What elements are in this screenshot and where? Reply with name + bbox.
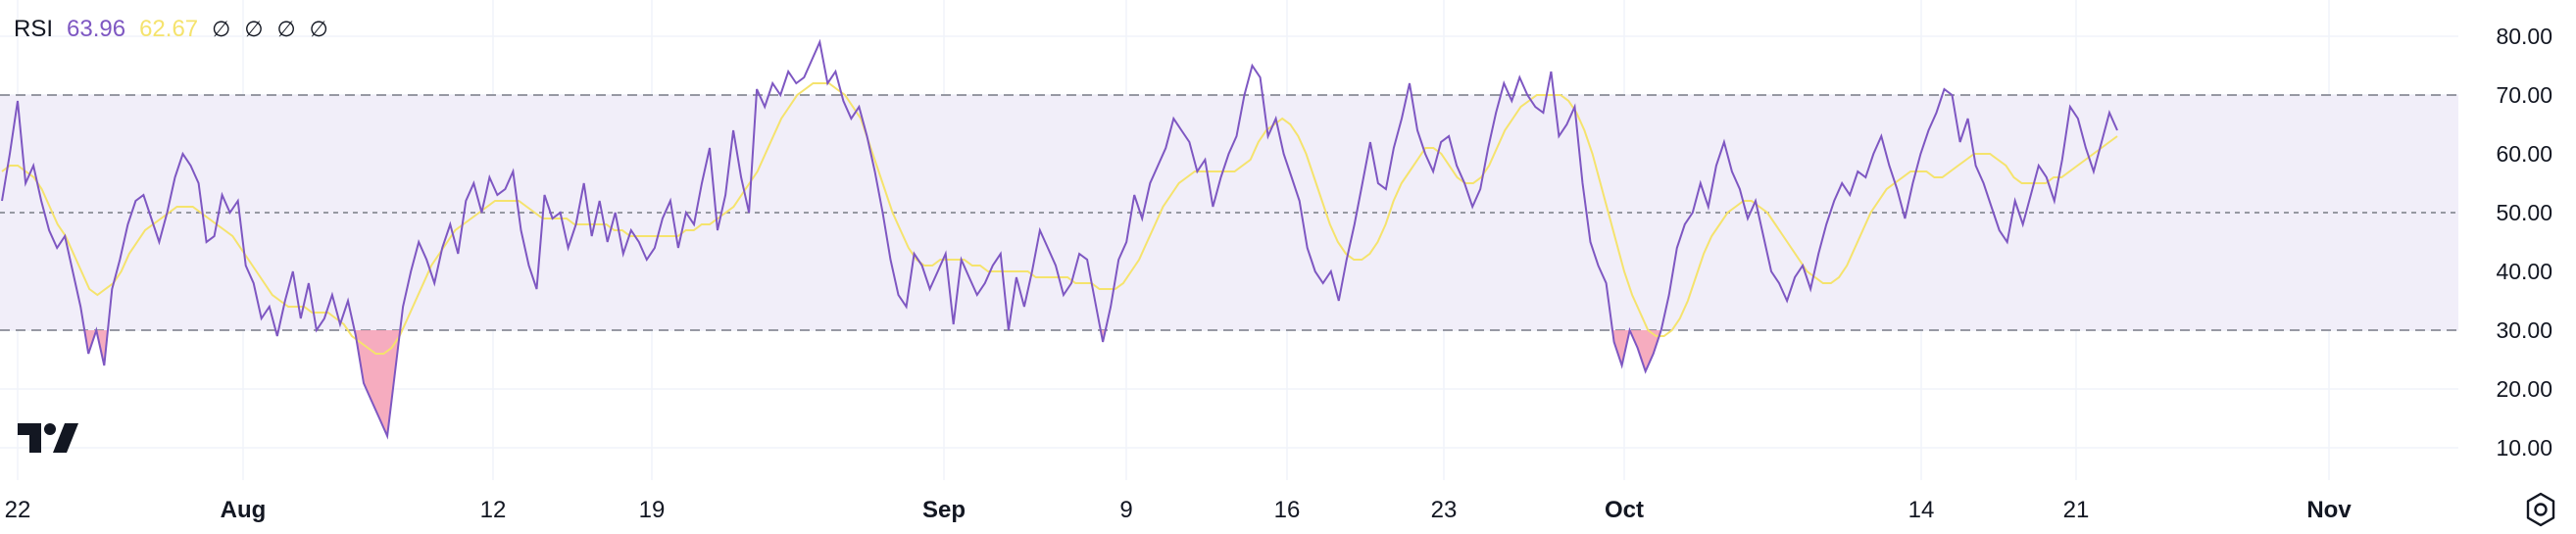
na-value-1: ∅ xyxy=(212,17,231,41)
rsi-band-lines xyxy=(0,94,2458,331)
x-tick-label: 19 xyxy=(639,497,666,523)
y-tick-label: 30.00 xyxy=(2496,317,2552,343)
ma-value: 62.67 xyxy=(139,16,199,42)
x-tick-label: 23 xyxy=(1431,497,1458,523)
indicator-legend[interactable]: RSI 63.96 62.67 ∅ ∅ ∅ ∅ xyxy=(14,12,328,47)
x-tick-label: 12 xyxy=(480,497,507,523)
tradingview-logo-icon[interactable] xyxy=(18,423,78,458)
settings-gear-icon[interactable] xyxy=(2521,490,2560,529)
rsi-value: 63.96 xyxy=(67,16,126,42)
indicator-name[interactable]: RSI xyxy=(14,16,54,42)
rsi-series-line xyxy=(1,38,2118,440)
x-tick-label: 21 xyxy=(2063,497,2090,523)
x-tick-label: Nov xyxy=(2306,497,2352,523)
x-tick-label: 22 xyxy=(5,497,31,523)
y-tick-label: 80.00 xyxy=(2496,24,2552,49)
x-tick-label: Oct xyxy=(1605,497,1644,523)
y-tick-label: 10.00 xyxy=(2496,435,2552,461)
x-tick-label: Sep xyxy=(922,497,966,523)
na-value-2: ∅ xyxy=(244,17,264,41)
na-value-4: ∅ xyxy=(309,17,328,41)
x-tick-label: Aug xyxy=(221,497,267,523)
x-tick-label: 16 xyxy=(1274,497,1301,523)
x-tick-label: 14 xyxy=(1908,497,1935,523)
y-tick-label: 50.00 xyxy=(2496,200,2552,225)
y-tick-label: 60.00 xyxy=(2496,141,2552,167)
oversold-fill xyxy=(84,330,1661,436)
y-axis-labels: 10.00 20.00 30.00 40.00 50.00 60.00 70.00 80.00 xyxy=(2496,24,2552,461)
y-tick-label: 70.00 xyxy=(2496,82,2552,108)
x-tick-label: 9 xyxy=(1119,497,1132,523)
x-axis-labels: 22 Aug 12 19 Sep 9 16 23 Oct 14 21 Nov xyxy=(5,497,2353,523)
y-tick-label: 20.00 xyxy=(2496,376,2552,402)
y-tick-label: 40.00 xyxy=(2496,259,2552,284)
na-value-3: ∅ xyxy=(276,17,296,41)
